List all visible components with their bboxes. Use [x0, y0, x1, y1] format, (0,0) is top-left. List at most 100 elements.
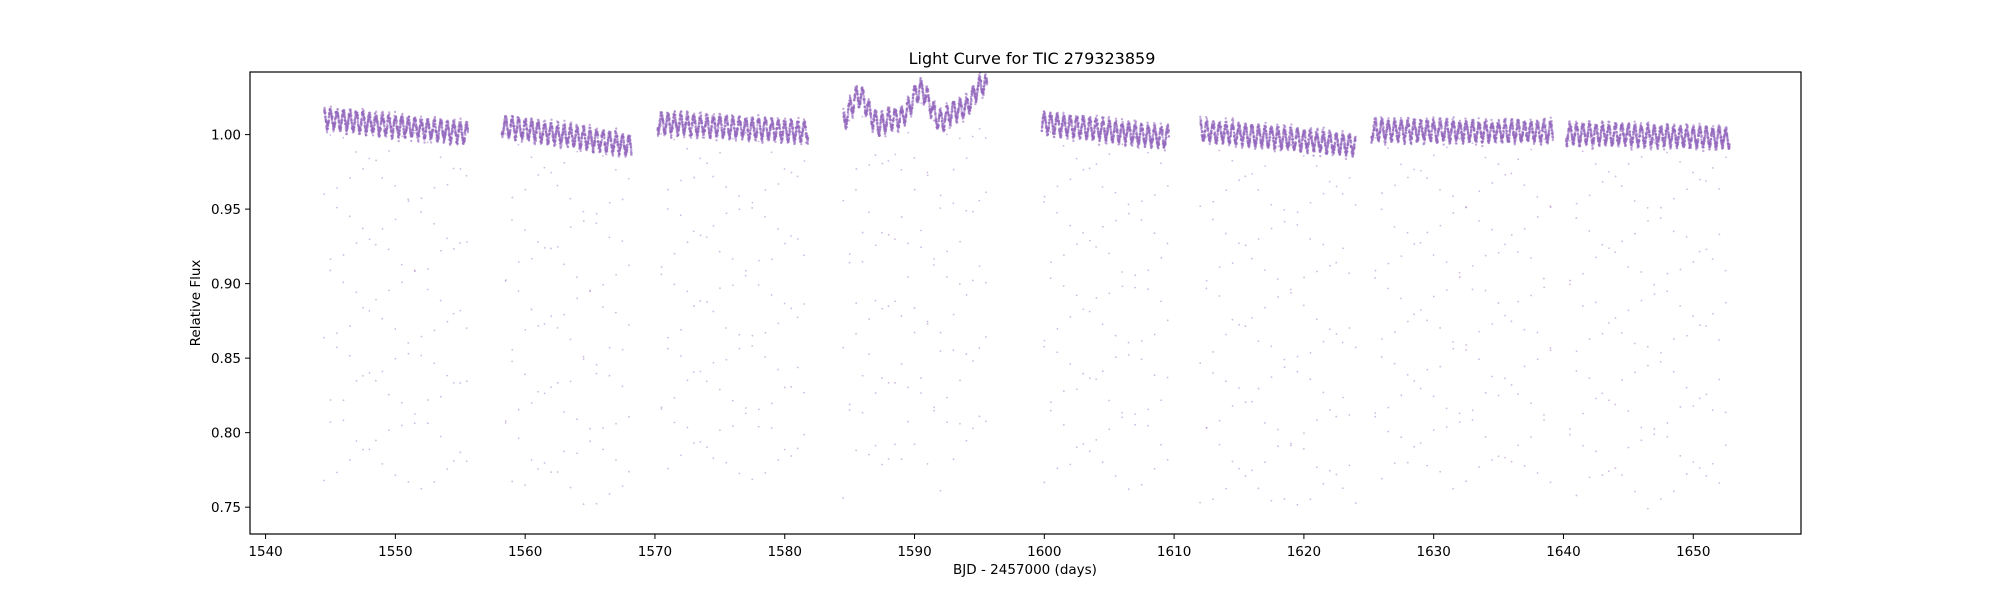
data-point [723, 132, 726, 135]
data-point [461, 134, 464, 138]
data-point [456, 142, 459, 145]
data-point [803, 391, 806, 394]
data-point [414, 270, 416, 273]
data-point [777, 183, 780, 185]
data-point [378, 133, 381, 137]
data-point [530, 156, 533, 159]
data-point [620, 143, 623, 147]
data-point [356, 117, 360, 120]
data-point [764, 215, 766, 218]
data-point [778, 125, 781, 128]
data-point [720, 125, 723, 129]
data-point [355, 440, 358, 442]
data-point [407, 480, 410, 483]
data-point [329, 399, 332, 401]
data-point [783, 242, 786, 245]
data-point [393, 110, 397, 114]
data-point [678, 123, 682, 126]
data-point [368, 111, 372, 115]
data-point [855, 168, 858, 170]
data-point [602, 129, 606, 133]
data-point [713, 117, 716, 121]
data-point [580, 137, 584, 140]
data-point [680, 110, 683, 114]
data-point [537, 241, 539, 243]
data-point [348, 215, 351, 218]
data-point [806, 139, 810, 142]
data-point [391, 136, 395, 139]
data-point [620, 141, 623, 144]
data-point [350, 114, 353, 117]
data-point [611, 154, 615, 157]
data-point [804, 128, 807, 132]
data-point [576, 150, 579, 153]
data-point [738, 333, 741, 336]
data-point [842, 107, 845, 111]
data-point [699, 111, 702, 114]
data-point [731, 425, 734, 428]
data-point [761, 140, 764, 143]
data-point [794, 137, 797, 141]
data-point [719, 117, 723, 120]
data-point [757, 408, 760, 411]
data-point [407, 198, 410, 201]
data-point [726, 117, 729, 120]
data-point [414, 119, 418, 122]
data-point [788, 127, 792, 131]
data-point [569, 197, 572, 200]
data-point [846, 111, 850, 114]
data-point [706, 116, 710, 120]
data-point [543, 119, 547, 122]
data-point [855, 302, 858, 305]
data-point [744, 274, 747, 277]
data-point [586, 145, 589, 149]
data-point [738, 115, 742, 118]
data-point [421, 123, 424, 127]
data-point [519, 128, 522, 131]
data-point [756, 131, 759, 134]
data-point [749, 127, 753, 131]
data-point [674, 118, 677, 122]
data-point [349, 325, 351, 327]
data-point [440, 121, 444, 125]
data-point [407, 352, 410, 355]
data-point [362, 306, 364, 309]
data-point [660, 266, 663, 268]
data-point [401, 112, 404, 116]
data-point [452, 460, 455, 462]
data-point [420, 197, 423, 200]
data-point [712, 457, 715, 460]
data-point [411, 129, 415, 132]
data-point [855, 188, 857, 191]
data-point [353, 118, 357, 122]
data-point [754, 139, 757, 142]
data-point [387, 248, 390, 251]
data-point [603, 136, 606, 139]
data-point [684, 126, 688, 129]
data-point [855, 449, 858, 452]
data-point [615, 459, 617, 461]
data-point [770, 402, 773, 405]
data-point [347, 119, 350, 123]
data-point [404, 135, 407, 139]
data-point [679, 355, 682, 357]
data-point [439, 299, 442, 302]
data-point [362, 109, 365, 112]
data-point [452, 312, 455, 315]
data-point [548, 132, 552, 135]
data-point [596, 134, 600, 137]
data-point [863, 97, 866, 101]
data-point [414, 116, 417, 119]
data-point [438, 128, 441, 132]
data-point [751, 117, 755, 120]
data-point [570, 121, 573, 124]
data-point [689, 136, 693, 139]
data-point [524, 188, 527, 191]
data-point [326, 124, 330, 127]
data-point [785, 130, 789, 134]
data-point [615, 422, 617, 425]
data-point [440, 249, 442, 252]
data-point [804, 125, 808, 129]
data-point [415, 127, 419, 131]
data-point [420, 487, 423, 490]
